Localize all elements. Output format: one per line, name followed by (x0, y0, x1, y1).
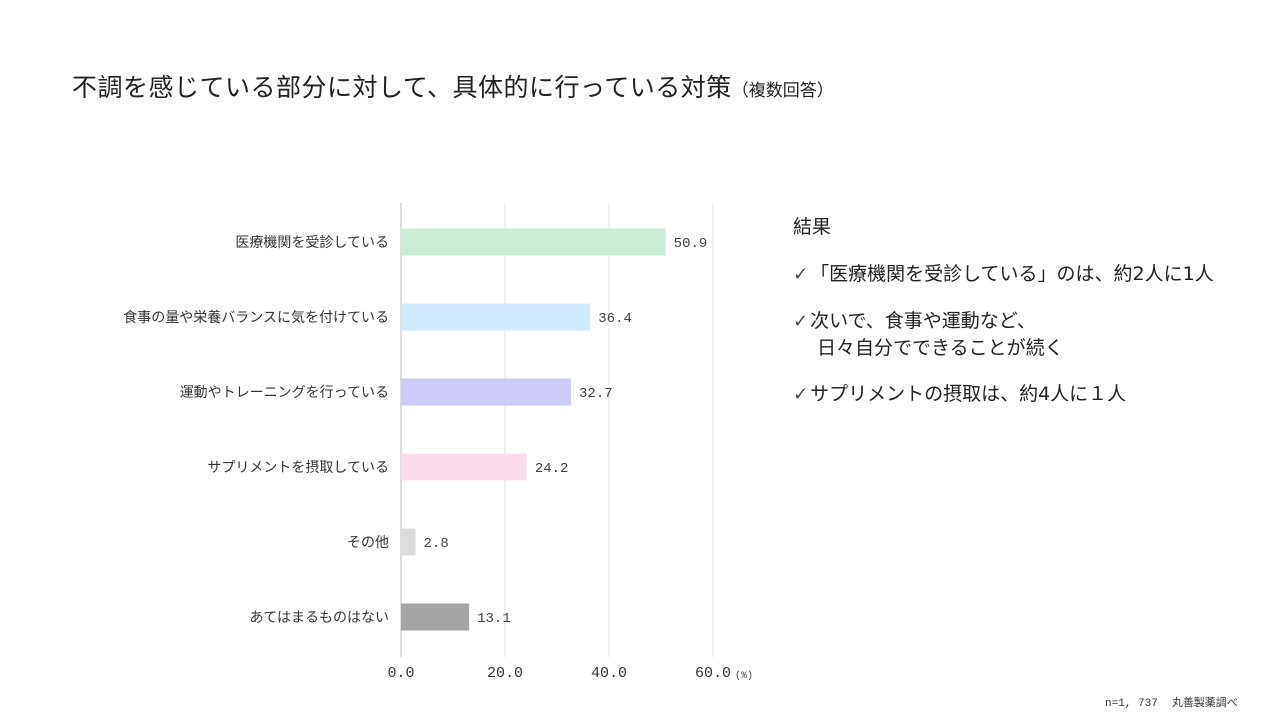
x-tick-label: 60.0 (695, 665, 731, 682)
value-label: 32.7 (579, 386, 613, 402)
bar (401, 603, 470, 631)
summary-panel: 結果 ✓ 「医療機関を受診している」のは、約2人に1人 ✓ 次いで、食事や運動など、… (793, 212, 1273, 428)
category-label: あてはまるものはない (250, 610, 389, 626)
category-label: サプリメントを摂取している (207, 460, 389, 476)
summary-item: ✓ 「医療機関を受診している」のは、約2人に1人 (793, 261, 1273, 288)
summary-item: ✓ サプリメントの摂取は、約4人に１人 (793, 381, 1273, 408)
summary-item-text: 日々自分でできることが続く (817, 337, 1064, 359)
value-label: 2.8 (424, 536, 449, 552)
category-label: 運動やトレーニングを行っている (180, 385, 389, 401)
check-icon: ✓ (793, 264, 809, 285)
bar (401, 378, 572, 406)
footnote: n=1, 737 丸善製薬調べ (1105, 694, 1238, 710)
sample-size: n=1, 737 (1105, 698, 1158, 710)
x-unit-label: (%) (735, 670, 753, 682)
category-label: その他 (347, 535, 389, 551)
summary-item-text: 次いで、食事や運動など、 (810, 310, 1036, 332)
check-icon: ✓ (793, 311, 809, 332)
value-label: 36.4 (598, 311, 632, 327)
summary-item: ✓ 次いで、食事や運動など、 日々自分でできることが続く (793, 308, 1273, 361)
bar (401, 228, 666, 256)
title-note: （複数回答） (731, 81, 834, 101)
summary-item-text: サプリメントの摂取は、約4人に１人 (810, 383, 1127, 405)
page-title: 不調を感じている部分に対して、具体的に行っている対策（複数回答） (72, 68, 834, 104)
summary-heading: 結果 (793, 216, 832, 238)
value-label: 50.9 (674, 236, 708, 252)
check-icon: ✓ (793, 384, 809, 405)
title-main: 不調を感じている部分に対して、具体的に行っている対策 (72, 73, 732, 102)
summary-item-text: 「医療機関を受診している」のは、約2人に1人 (810, 263, 1214, 285)
category-label: 食事の量や栄養バランスに気を付けている (123, 309, 389, 326)
x-tick-label: 20.0 (487, 665, 523, 682)
x-tick-label: 40.0 (591, 665, 627, 682)
value-label: 13.1 (477, 611, 511, 627)
bar (401, 453, 527, 481)
category-label: 医療機関を受診している (235, 234, 389, 251)
bar (401, 528, 416, 556)
x-tick-label: 0.0 (387, 665, 414, 682)
bar (401, 303, 591, 331)
value-label: 24.2 (535, 461, 569, 477)
source-note: 丸善製薬調べ (1171, 696, 1238, 709)
